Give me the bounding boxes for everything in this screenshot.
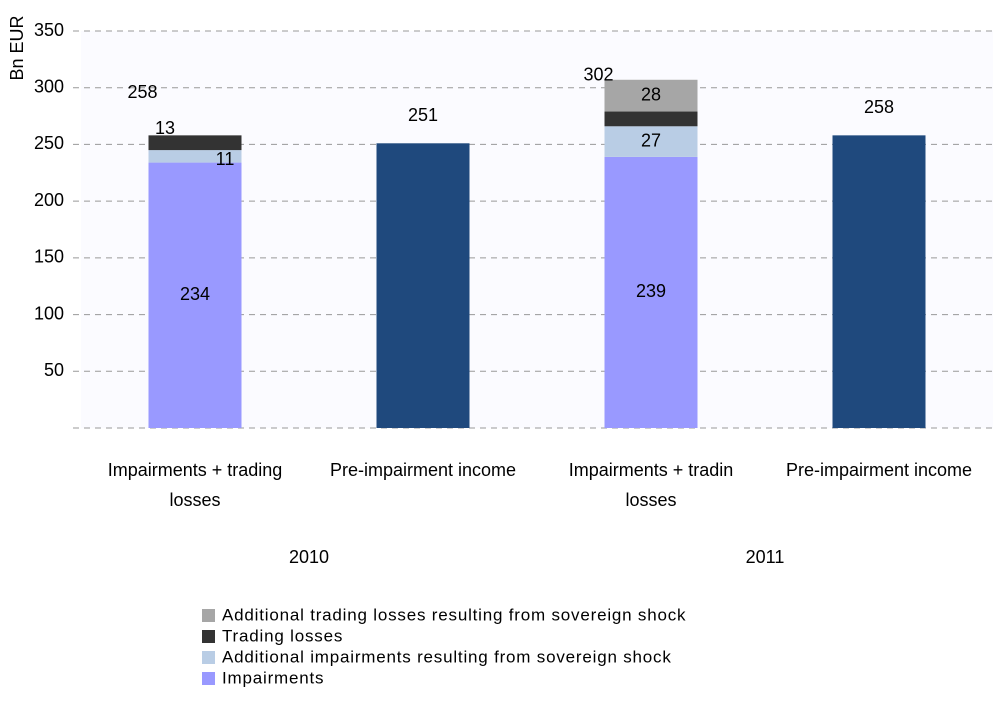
data-label: 251	[408, 105, 438, 125]
group-label: 2011	[746, 547, 785, 567]
x-tick-label: Pre-impairment income	[329, 460, 517, 480]
y-tick-label: 300	[34, 76, 64, 96]
legend-swatch	[202, 651, 215, 664]
x-tick-label: Pre-impairment income	[785, 460, 973, 480]
data-label: 239	[636, 281, 666, 301]
bar-segment	[148, 135, 242, 151]
total-label: 302	[583, 65, 613, 85]
legend-swatch	[202, 672, 215, 685]
bar-segment	[832, 135, 926, 428]
data-label: 258	[864, 97, 894, 117]
data-label: 13	[155, 118, 175, 138]
y-tick-label: 150	[34, 247, 64, 267]
total-label: 258	[127, 82, 157, 102]
legend-label: Trading losses	[222, 626, 343, 645]
data-label: 28	[641, 84, 661, 104]
bar-segment	[148, 162, 242, 428]
data-label: 11	[216, 149, 235, 169]
y-tick-label: 350	[34, 20, 64, 40]
bar-segment	[604, 111, 698, 127]
bar-segment	[604, 156, 698, 429]
y-axis-label: Bn EUR	[7, 15, 27, 80]
bar-segment	[604, 126, 698, 157]
y-tick-label: 200	[34, 190, 64, 210]
group-label: 2010	[289, 547, 329, 567]
legend-swatch	[202, 609, 215, 622]
y-tick-label: 50	[44, 360, 64, 380]
x-tick-label: Impairments + trading losses	[107, 460, 283, 510]
legend-label: Additional trading losses resulting from…	[222, 605, 686, 624]
legend-label: Additional impairments resulting from so…	[222, 647, 672, 666]
bar-segment	[148, 150, 242, 163]
bar-segment	[376, 143, 470, 428]
x-tick-label: Impairments + tradin losses	[568, 460, 734, 510]
data-label: 27	[641, 130, 661, 150]
legend-label: Impairments	[222, 668, 324, 687]
legend-swatch	[202, 630, 215, 643]
data-label: 234	[180, 284, 210, 304]
y-tick-label: 100	[34, 303, 64, 323]
y-tick-label: 250	[34, 133, 64, 153]
bar-segment	[604, 79, 698, 112]
